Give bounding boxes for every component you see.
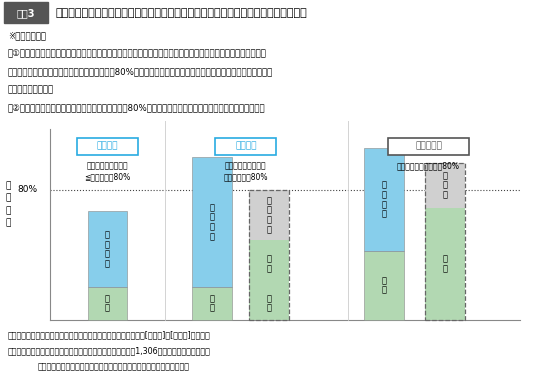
Text: 基本手当＋「収入」
≦賃金日額の80%: 基本手当＋「収入」 ≦賃金日額の80%	[84, 161, 130, 181]
Bar	[88, 212, 127, 287]
Text: 基
本
手
当: 基 本 手 当	[382, 181, 386, 219]
Text: 収
入: 収 入	[382, 276, 386, 294]
Text: ※控除額とは、: ※控除額とは、	[8, 31, 46, 40]
Text: 賃
金
日
額: 賃 金 日 額	[5, 181, 11, 228]
Bar	[250, 190, 289, 240]
Text: ①失業の認定に係る期間中に自己の労働によって収入を得た場合、１日当たりの収入から控除額を控除した額: ①失業の認定に係る期間中に自己の労働によって収入を得た場合、１日当たりの収入から…	[8, 49, 267, 58]
Text: 収
入: 収 入	[209, 294, 215, 313]
Text: と基本手当の日額との合計額が賃金日額の80%相当額を超えるとき、当該超える額の分だけ基本手当の日額: と基本手当の日額との合計額が賃金日額の80%相当額を超えるとき、当該超える額の分…	[8, 67, 273, 76]
Bar	[250, 287, 289, 319]
Text: 基
本
手
当: 基 本 手 当	[209, 203, 215, 241]
Text: 基
本
手
当: 基 本 手 当	[105, 230, 110, 268]
Text: 基本手当＋「収入」
＞賃金日額の80%: 基本手当＋「収入」 ＞賃金日額の80%	[224, 161, 268, 181]
Bar	[425, 208, 465, 319]
Text: 不
支
給: 不 支 給	[443, 171, 447, 199]
Text: 不　支　給: 不 支 給	[415, 142, 442, 151]
Text: 80%: 80%	[18, 185, 38, 194]
Text: 収
入: 収 入	[443, 254, 447, 273]
Text: 失業期間中に自己の労働による収入がある場合の基本手当の減額の算定に係る控除額: 失業期間中に自己の労働による収入がある場合の基本手当の減額の算定に係る控除額	[55, 8, 307, 18]
Text: ２．　説明図中の「基本手当」とは「基本手当の日額」のことである。: ２． 説明図中の「基本手当」とは「基本手当の日額」のことである。	[38, 363, 190, 372]
Text: 減
額
支
給: 減 額 支 給	[267, 196, 272, 234]
FancyBboxPatch shape	[388, 138, 469, 155]
Text: は減額される。: は減額される。	[8, 85, 54, 94]
Text: ②上記収入から控除額を控除した額が賃金日額の80%相当額を超えるときは、基本手当は支給されない。: ②上記収入から控除額を控除した額が賃金日額の80%相当額を超えるときは、基本手当…	[8, 103, 266, 112]
Text: 資料出所：厚生労働省「賃金日額等の改正前後の全額について」[別添１]（[図表４]も同じ）: 資料出所：厚生労働省「賃金日額等の改正前後の全額について」[別添１]（[図表４]…	[8, 330, 211, 339]
Text: 「収入」＞賃金日額の80%: 「収入」＞賃金日額の80%	[397, 161, 460, 170]
Bar	[250, 240, 289, 287]
Bar	[192, 287, 232, 319]
Text: 図表3: 図表3	[17, 8, 35, 18]
Text: 減額支給: 減額支給	[235, 142, 257, 151]
Text: 収
入: 収 入	[267, 294, 272, 313]
Bar	[88, 287, 127, 319]
Bar	[425, 163, 465, 319]
Bar	[364, 148, 404, 251]
Text: 収
入: 収 入	[105, 294, 110, 313]
FancyBboxPatch shape	[216, 138, 277, 155]
Bar	[250, 190, 289, 319]
Text: 支
給: 支 給	[267, 254, 272, 273]
FancyBboxPatch shape	[4, 2, 48, 23]
Bar	[364, 251, 404, 319]
FancyBboxPatch shape	[77, 138, 138, 155]
Text: ［注］　１．　「収入」＝「収入の１日分に相当する額」－1,306円（令和元年８月～）。: ［注］ １． 「収入」＝「収入の１日分に相当する額」－1,306円（令和元年８月…	[8, 347, 211, 356]
Text: 全額支給: 全額支給	[96, 142, 118, 151]
Bar	[425, 163, 465, 208]
Bar	[192, 157, 232, 287]
